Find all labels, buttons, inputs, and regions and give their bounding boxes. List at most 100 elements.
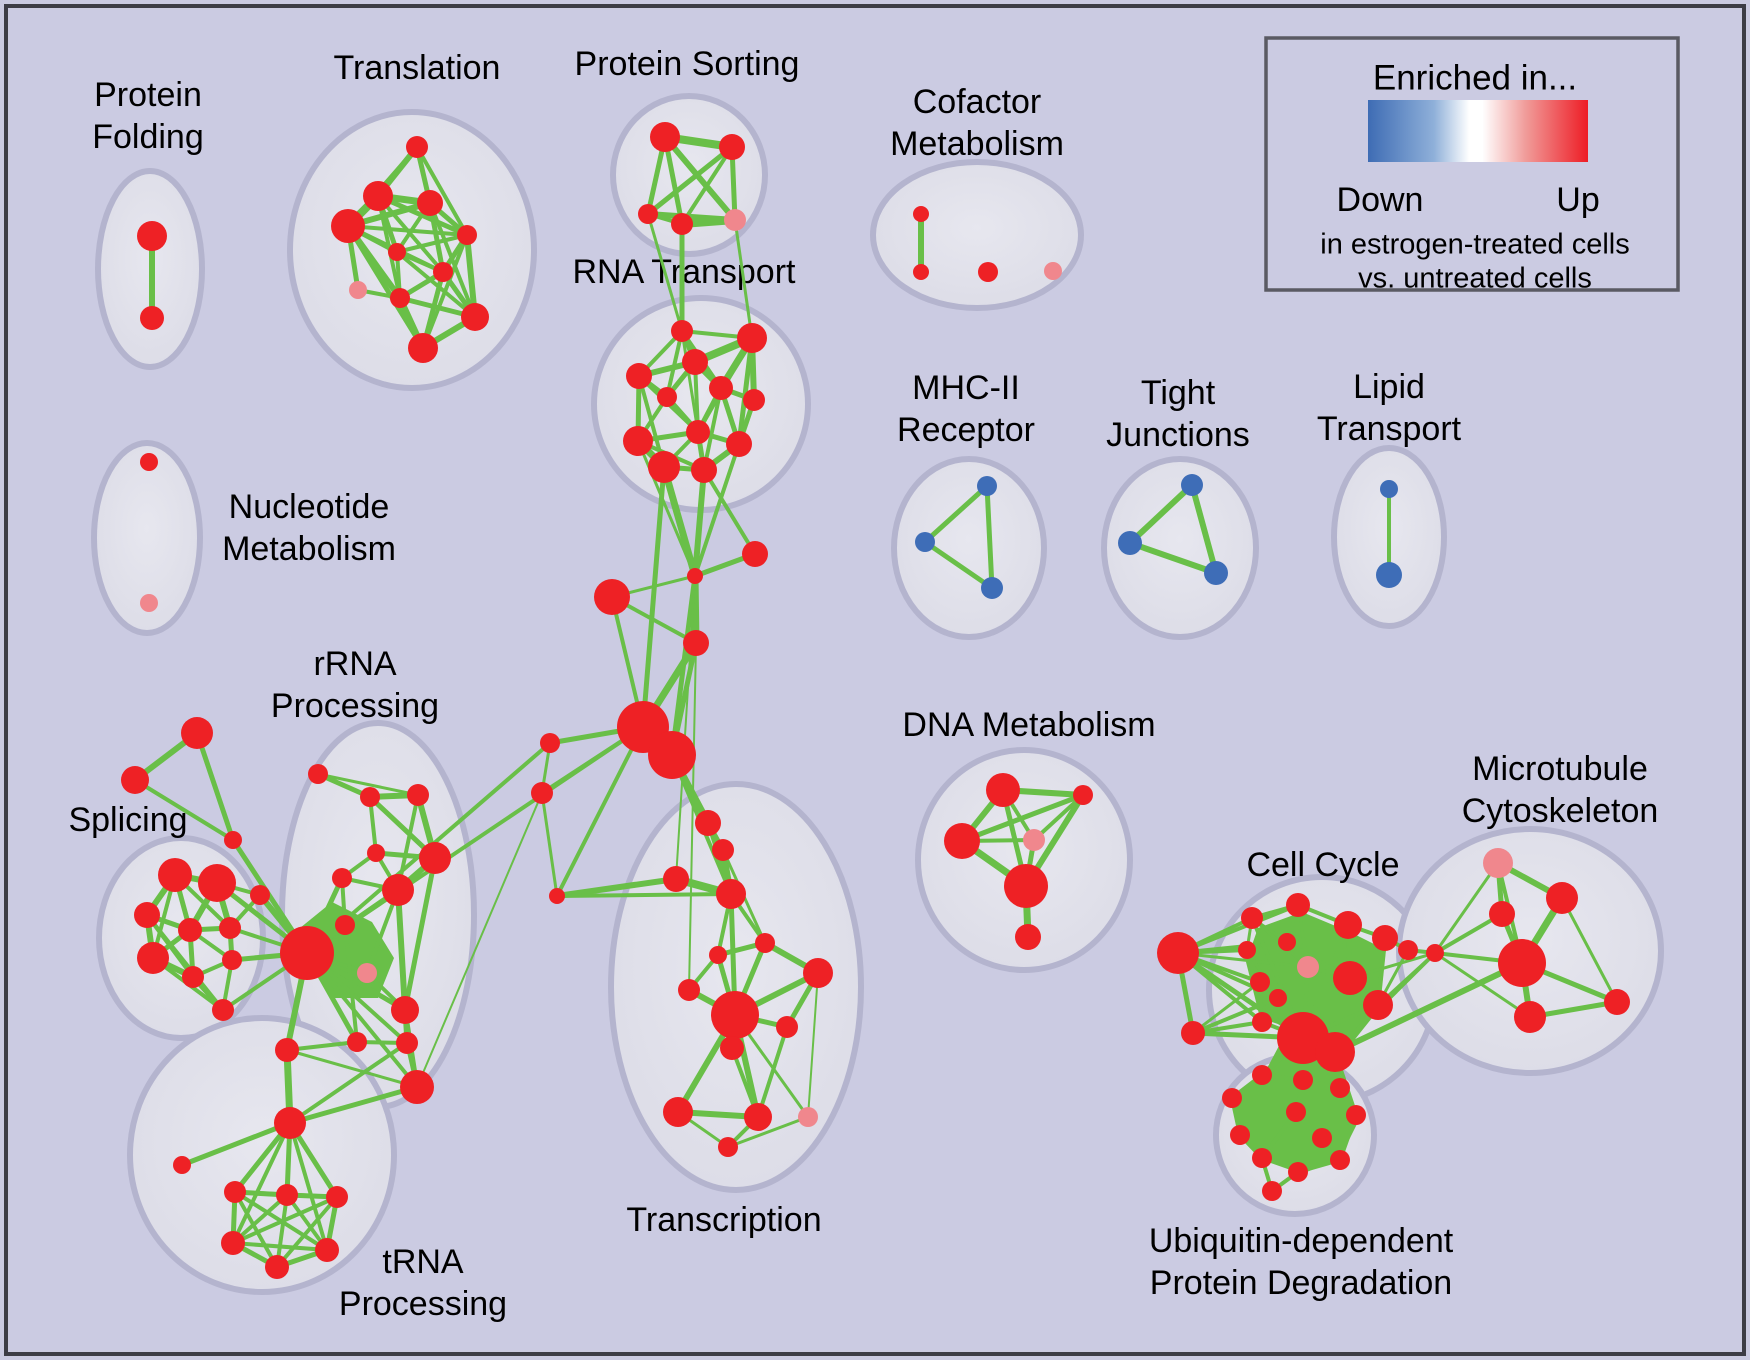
edge-mt2-mt6 [1560, 896, 1619, 1004]
cluster-ellipse-nucleotide-metabolism [91, 440, 203, 636]
node-cf1-red [913, 206, 929, 222]
legend-subline-1: in estrogen-treated cells [1320, 229, 1630, 261]
cluster-label-trna-processing-line1: tRNA [382, 1243, 464, 1281]
edge-mtj-mt1 [1433, 861, 1500, 955]
node-cc5-red [1238, 941, 1256, 959]
edge-th-ts [179, 1120, 293, 1168]
node-t4-red [331, 209, 365, 243]
cluster-label-microtubule-cytoskeleton-line1: Microtubule [1472, 750, 1648, 788]
node-tr4-red [221, 1231, 245, 1255]
edge-tj1-tj2 [1127, 482, 1195, 546]
node-sp1-red [158, 858, 192, 892]
node-rt12-red [691, 457, 717, 483]
node-rt2-red [737, 323, 767, 353]
legend-title: Enriched in... [1373, 58, 1577, 97]
node-rrB-red [400, 1070, 434, 1104]
node-rr5-red [419, 842, 451, 874]
cluster-ellipse-mhc-ii-receptor [891, 456, 1047, 640]
edge-m1-tc8 [688, 642, 697, 991]
node-tc6-red [709, 946, 727, 964]
node-rt8-red [686, 420, 710, 444]
edge-th-tr5 [288, 1121, 329, 1252]
cluster-ellipse-cofactor-metabolism [870, 159, 1084, 311]
node-cc3-red [1334, 911, 1362, 939]
legend-box [1264, 36, 1680, 292]
node-mt5-red [1514, 1001, 1546, 1033]
edge-rt9-j1 [636, 439, 697, 578]
node-tc12-red [663, 1097, 693, 1127]
cluster-label-splicing-line1: Splicing [68, 801, 187, 839]
cluster-label-lipid-transport-line1: Lipid [1353, 368, 1425, 406]
edge-t5-t6 [395, 233, 469, 254]
edge-mtj-mt5 [1433, 951, 1532, 1019]
node-ub12-red [1262, 1181, 1282, 1201]
node-rt9-red [623, 426, 653, 456]
node-mt2-red [1546, 882, 1578, 914]
edge-j1-tc3 [675, 575, 696, 880]
node-ps3-red [638, 204, 658, 224]
edge-ccs2-cc8 [1191, 996, 1280, 1035]
node-tr6-red [265, 1255, 289, 1279]
node-dm2-red [1073, 785, 1093, 805]
edge-ccs1-ccp [1176, 951, 1310, 969]
node-th-red [274, 1107, 306, 1139]
edge-mh1-mh3 [984, 483, 995, 591]
edge-tr1-tr6 [233, 1190, 279, 1269]
edge-tc10-tc13 [756, 1025, 789, 1119]
node-tj1-blue [1181, 474, 1203, 496]
edge-sa2-sa3 [133, 778, 235, 842]
node-h2-red [648, 731, 696, 779]
cluster-label-protein-folding-line1: Protein [94, 76, 202, 114]
node-t10-red [461, 303, 489, 331]
node-sp9-red [212, 999, 234, 1021]
node-mt4-red [1498, 939, 1546, 987]
edge-tc7-tc14 [807, 972, 819, 1118]
edge-ps3-rt1 [646, 212, 684, 333]
node-sp8-red [222, 950, 242, 970]
legend: Enriched in... Down Up in estrogen-treat… [1264, 36, 1680, 295]
node-sp7-red [182, 966, 204, 988]
edge-ps2-ps3 [645, 144, 735, 217]
edge-rr1-rr3 [316, 772, 420, 797]
node-ub2-red [1293, 1070, 1313, 1090]
node-cc14-red [1398, 940, 1418, 960]
node-rr3-red [407, 784, 429, 806]
node-ub10-red [1330, 1150, 1350, 1170]
cluster-label-cofactor-metabolism-line2: Metabolism [890, 125, 1064, 163]
node-extL-red [549, 888, 565, 904]
edge-t1-t5 [415, 145, 469, 237]
edge-extL-sl2 [540, 791, 559, 898]
cluster-label-ubiquitin-degradation-line2: Protein Degradation [1150, 1264, 1452, 1302]
node-tc1-red [695, 810, 721, 836]
node-rr7-red [382, 874, 414, 906]
node-lt1-blue [1380, 480, 1398, 498]
node-tc7-red [803, 958, 833, 988]
cluster-label-cell-cycle-line1: Cell Cycle [1246, 846, 1399, 884]
node-sp10-red [250, 885, 270, 905]
edge-rt10-j1 [693, 442, 741, 578]
node-sl1-red [540, 733, 560, 753]
node-cc7-red [1250, 972, 1270, 992]
node-ub5-red [1286, 1102, 1306, 1122]
node-tc4-red [716, 879, 746, 909]
edge-sl2-rrB [416, 792, 543, 1088]
node-tj2-blue [1118, 531, 1142, 555]
node-nm2-pink [140, 594, 158, 612]
cluster-label-layer: Protein Folding Translation Protein Sorting… [68, 45, 1658, 1323]
edge-ps2-ps4 [680, 145, 734, 226]
edge-extL-tc4 [555, 892, 733, 898]
cluster-label-transcription-line1: Transcription [626, 1201, 821, 1239]
edge-mh1-mh2 [922, 483, 990, 545]
node-tc13-red [744, 1103, 772, 1131]
edge-rt1-rt7 [665, 329, 684, 399]
edge-h1-extL [555, 725, 645, 898]
node-mh2-blue [915, 532, 935, 552]
node-tc14-pink [798, 1107, 818, 1127]
node-rt3-red [682, 349, 708, 375]
node-dm1-red [986, 773, 1020, 807]
node-t6-red [388, 243, 406, 261]
node-t3-red [417, 190, 443, 216]
node-ccp-pink [1297, 956, 1319, 978]
edge-extL-tc3 [554, 876, 679, 899]
